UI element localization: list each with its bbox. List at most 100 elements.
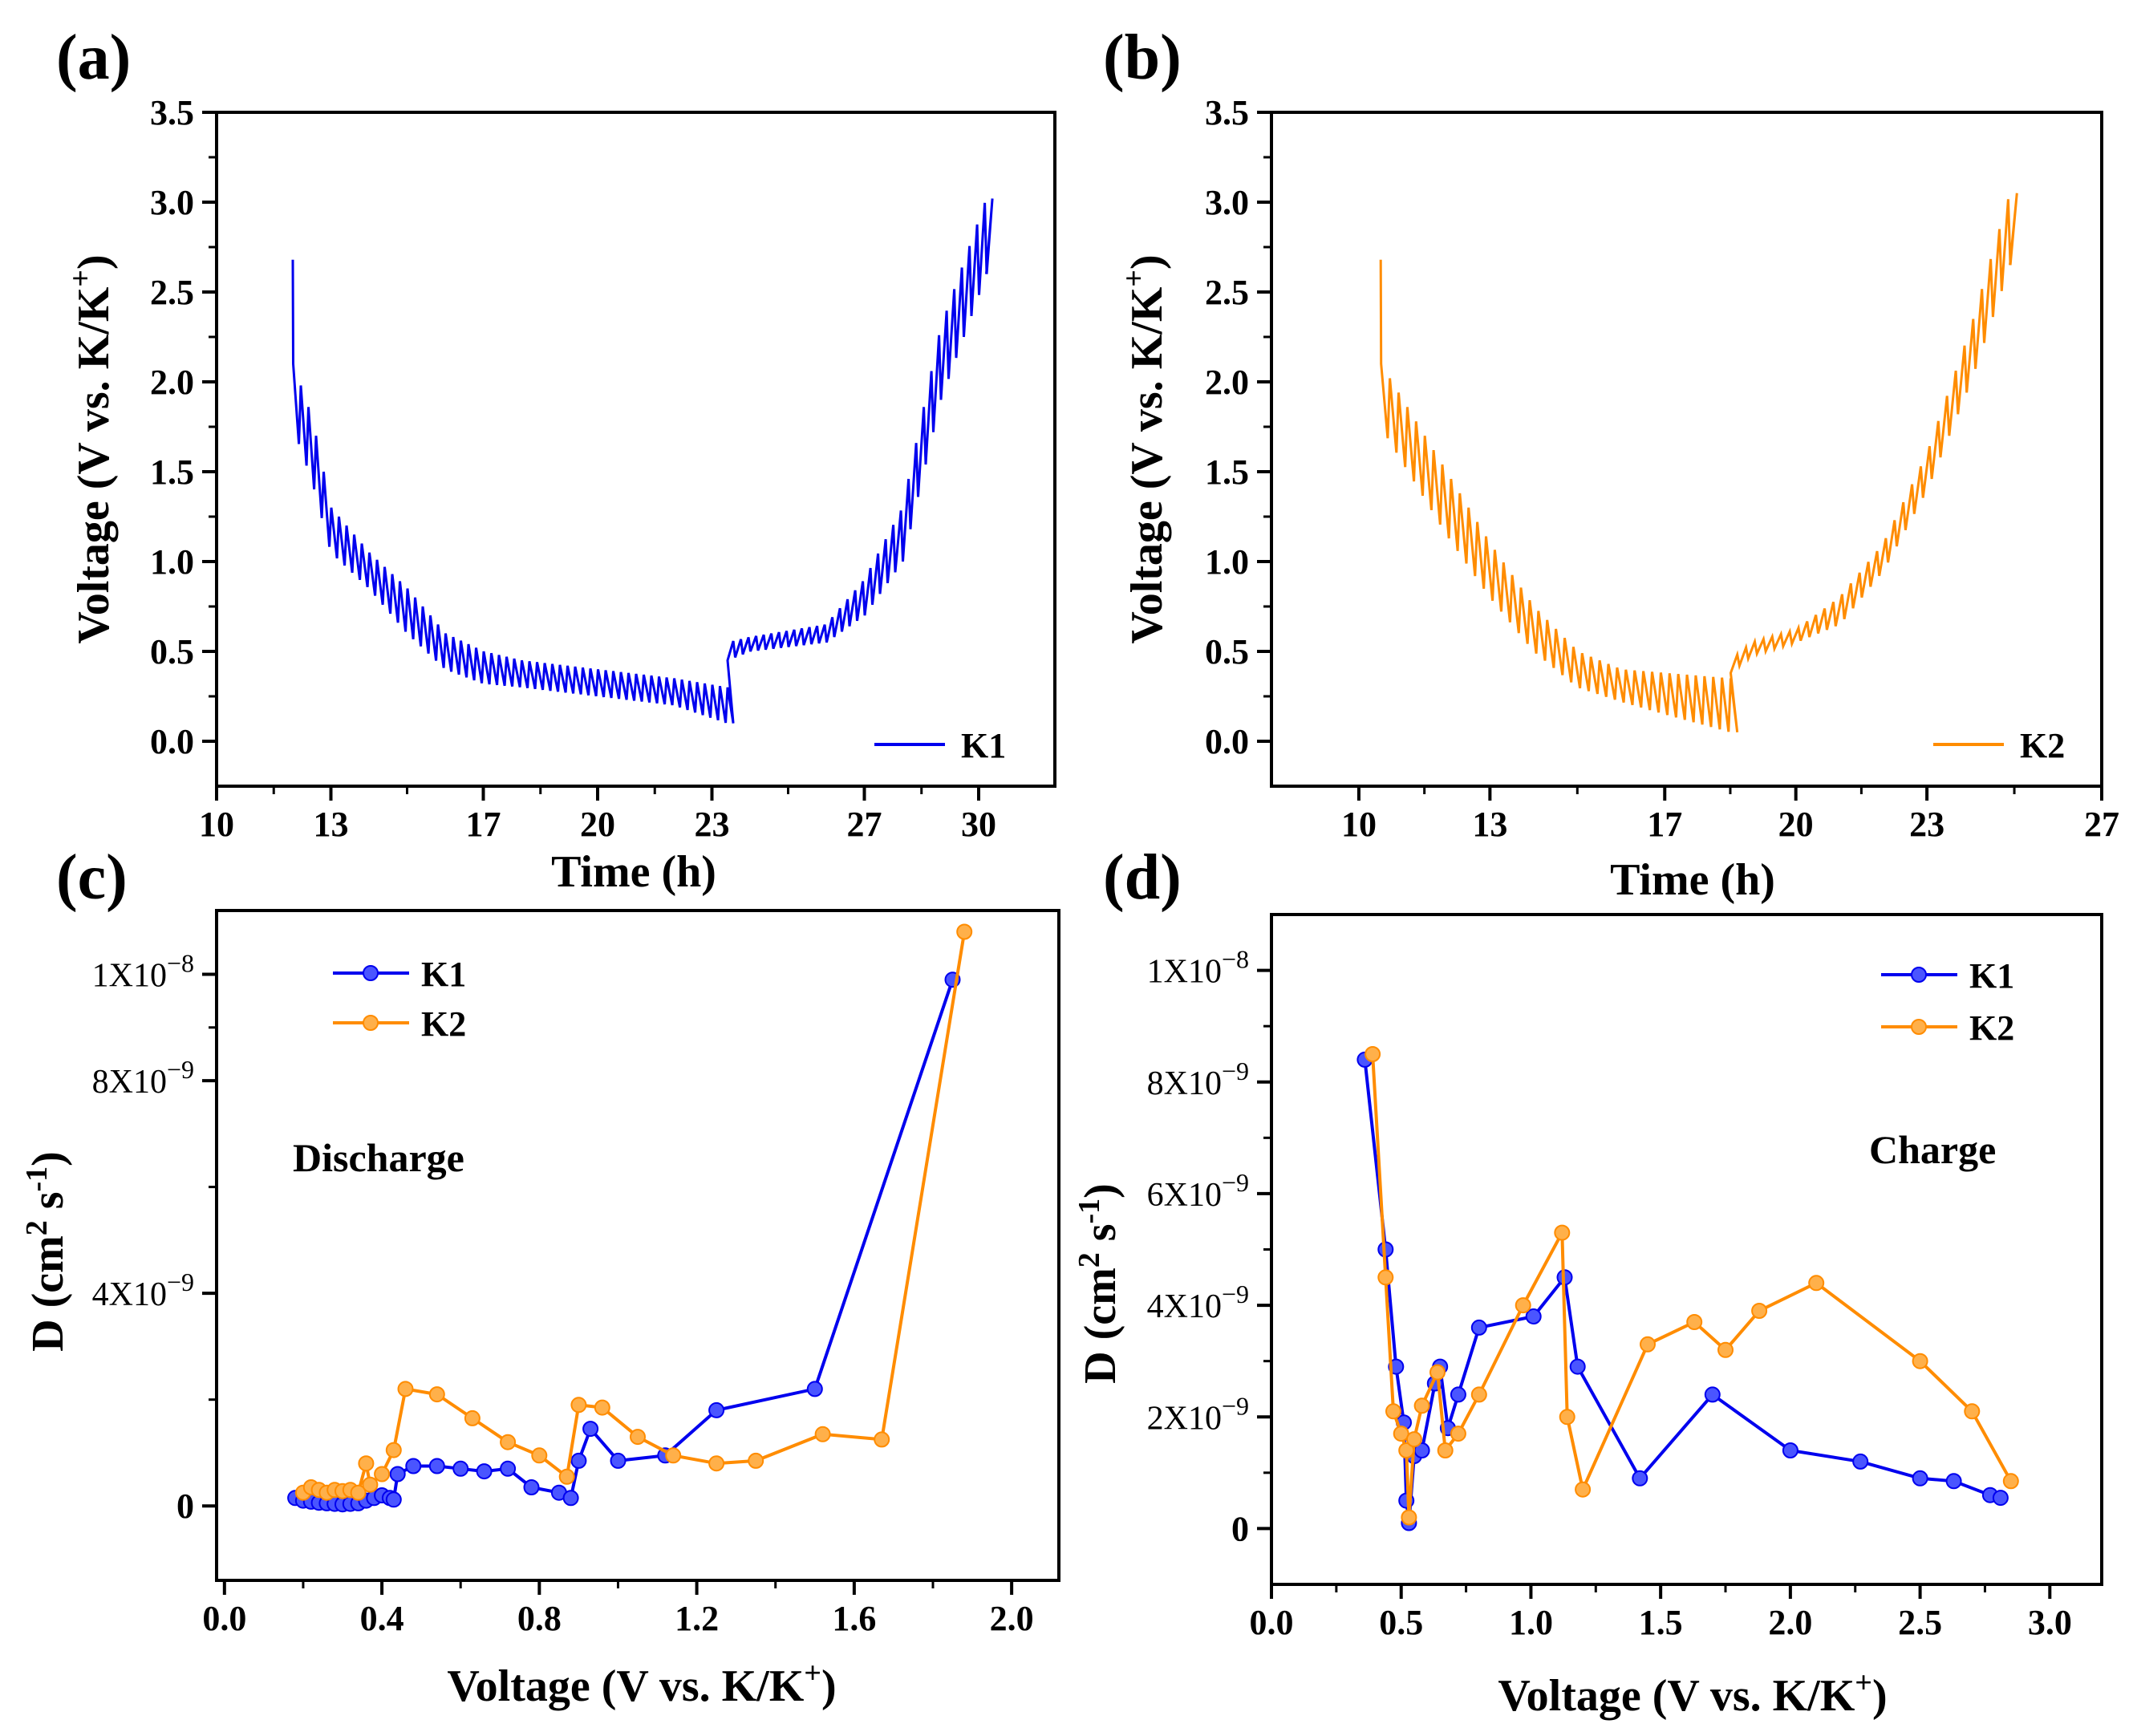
y-tick-label-a: 0.5	[150, 632, 194, 671]
y-axis-label-d: D (cm2 s-1)	[1073, 1183, 1125, 1384]
legend-label-k1-d: K1	[1969, 956, 2014, 996]
y-tick-label-c: 1X10−8	[92, 949, 194, 995]
y-tick-label-d: 8X10−9	[1147, 1057, 1249, 1102]
data-point-k2-c	[464, 1409, 481, 1426]
y-tick-label-d: 1X10−8	[1147, 945, 1249, 991]
y-axis-label-c: D (cm2 s-1)	[20, 1151, 73, 1352]
y-tick-label-a: 2.5	[150, 273, 194, 312]
data-point-k2-d	[1429, 1364, 1446, 1381]
legend-d: K1 K2	[1881, 956, 2014, 1048]
series-line-k2-b	[1379, 193, 2018, 732]
data-point-k2-d	[1751, 1303, 1768, 1319]
y-tick-label-a: 3.0	[150, 183, 194, 222]
panel-a: (a) Voltage (V vs. K/K+) Time (h) 10 13 17…	[56, 22, 1056, 897]
plot-frame-b	[1270, 111, 2103, 788]
y-tick-label-b: 3.5	[1205, 93, 1249, 132]
panel-label-a: (a)	[56, 22, 131, 93]
x-tick-label-d: 0.0	[1250, 1603, 1294, 1642]
data-point-k1-d	[1470, 1319, 1487, 1336]
x-tick-label-b: 23	[1909, 805, 1944, 844]
x-tick-label-d: 1.5	[1639, 1603, 1683, 1642]
x-tick-label-b: 20	[1778, 805, 1814, 844]
data-point-k2-c	[358, 1455, 375, 1472]
x-tick-label-a: 13	[314, 805, 349, 844]
x-axis-label-b: Time (h)	[1610, 855, 1775, 905]
series-line-k1-a	[291, 198, 994, 724]
data-point-k2-d	[1365, 1046, 1381, 1062]
data-point-k2-d	[2002, 1473, 2019, 1490]
plot-frame-c	[215, 909, 1060, 1582]
data-point-k1-c	[428, 1458, 445, 1474]
x-tick-label-d: 3.0	[2028, 1603, 2072, 1642]
panel-label-b: (b)	[1103, 22, 1182, 93]
legend-c: K1 K2	[333, 955, 466, 1044]
y-tick-label-a: 1.5	[150, 452, 194, 492]
x-tick-label-a: 17	[466, 805, 501, 844]
panel-label-c: (c)	[56, 842, 128, 913]
y-tick-label-b: 0.0	[1205, 722, 1249, 761]
data-point-k2-d	[1640, 1336, 1656, 1353]
data-point-k2-c	[374, 1466, 391, 1482]
plot-frame-a	[215, 111, 1056, 788]
legend-label-k2-c: K2	[421, 1004, 466, 1044]
data-point-k1-c	[500, 1460, 517, 1477]
data-point-k2-d	[1405, 1431, 1422, 1448]
data-point-k1-d	[1945, 1473, 1962, 1490]
data-point-k2-d	[1401, 1509, 1417, 1526]
x-tick-label-a: 30	[961, 805, 996, 844]
data-point-k1-c	[405, 1458, 422, 1474]
data-point-k2-d	[1717, 1341, 1734, 1358]
x-axis-label-a: Time (h)	[551, 847, 716, 897]
series-line-k2-d	[1371, 1053, 2013, 1518]
data-point-k2-c	[531, 1447, 548, 1464]
data-point-k1-d	[1782, 1442, 1798, 1458]
panel-b: (b) Voltage (V vs. K/K+) Time (h) 10 13 17…	[1103, 22, 2119, 905]
x-tick-label-a: 20	[580, 805, 615, 844]
data-point-k2-c	[665, 1447, 682, 1464]
data-point-k2-d	[1575, 1481, 1592, 1498]
y-tick-label-d: 4X10−9	[1147, 1280, 1249, 1325]
data-point-k1-c	[385, 1491, 402, 1508]
y-tick-label-b: 1.0	[1205, 542, 1249, 582]
y-tick-label-c: 8X10−9	[92, 1055, 194, 1101]
x-tick-label-b: 13	[1472, 805, 1507, 844]
legend-a: K1	[874, 726, 1006, 765]
legend-marker-k1-d	[1911, 967, 1927, 983]
x-tick-label-a: 10	[199, 805, 234, 844]
x-tick-label-a: 27	[847, 805, 882, 844]
annotation-discharge: Discharge	[293, 1135, 464, 1180]
data-point-k1-c	[562, 1490, 579, 1507]
legend-marker-k2-d	[1911, 1019, 1927, 1035]
x-tick-label-c: 1.6	[832, 1599, 876, 1638]
data-point-k2-c	[428, 1386, 445, 1403]
data-point-k2-d	[1808, 1275, 1825, 1292]
x-tick-label-c: 0.0	[202, 1599, 246, 1638]
data-point-k2-c	[956, 923, 973, 940]
data-point-k1-d	[1632, 1470, 1648, 1487]
data-point-k1-d	[1992, 1490, 2009, 1507]
series-line-k1-d	[1363, 1059, 2001, 1523]
data-point-k1-d	[1525, 1308, 1542, 1324]
data-point-k2-d	[1393, 1426, 1409, 1442]
data-point-k2-c	[814, 1426, 831, 1442]
data-point-k2-d	[1515, 1297, 1531, 1314]
x-axis-label-c: Voltage (V vs. K/K+)	[447, 1657, 836, 1711]
data-point-k2-d	[1964, 1403, 1981, 1420]
data-point-k1-d	[1569, 1358, 1586, 1375]
x-tick-label-c: 0.4	[360, 1599, 404, 1638]
data-point-k2-d	[1413, 1397, 1430, 1414]
x-tick-label-d: 1.0	[1509, 1603, 1553, 1642]
y-tick-label-b: 0.5	[1205, 632, 1249, 671]
data-point-k2-c	[362, 1476, 379, 1493]
data-point-k1-c	[476, 1463, 493, 1480]
legend-b: K2	[1933, 726, 2065, 765]
x-tick-label-d: 2.0	[1768, 1603, 1812, 1642]
y-tick-label-a: 2.0	[150, 363, 194, 402]
data-point-k2-c	[748, 1452, 764, 1469]
data-point-k2-d	[1559, 1409, 1575, 1426]
data-point-k2-d	[1385, 1403, 1401, 1420]
legend-label-k1-a: K1	[961, 726, 1006, 765]
legend-label-k2-b: K2	[2020, 726, 2065, 765]
x-axis-label-d: Voltage (V vs. K/K+)	[1498, 1666, 1887, 1721]
data-point-k2-c	[500, 1434, 517, 1450]
